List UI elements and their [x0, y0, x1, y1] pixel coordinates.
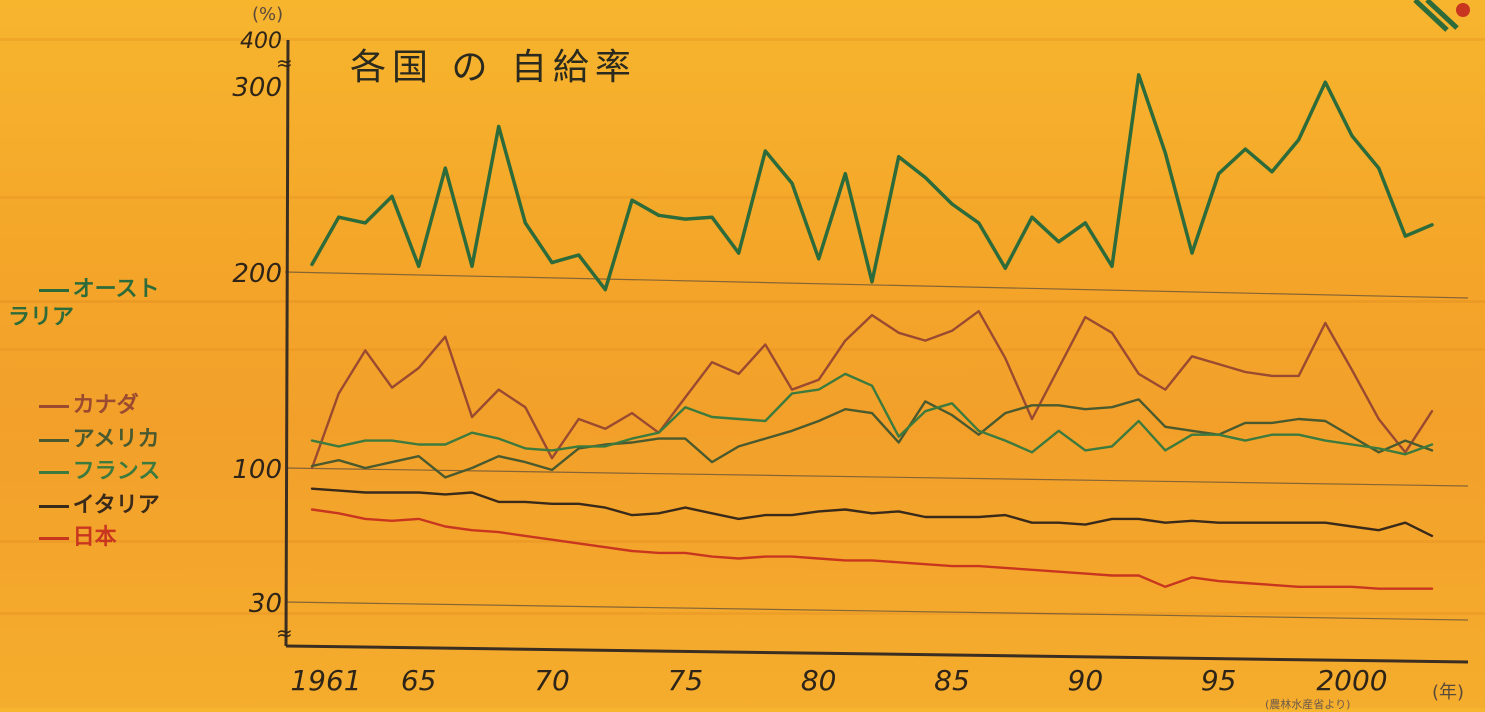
- y-tick-label: 100: [232, 455, 282, 485]
- x-tick-label: 90: [1068, 664, 1104, 697]
- y-tick-label: 30: [249, 589, 282, 619]
- series-line-1: [312, 311, 1432, 468]
- y-tick-label: 200: [232, 259, 282, 289]
- x-axis: [286, 646, 1468, 662]
- legend-swatch: [39, 537, 69, 540]
- legend-item-japan: 日本: [8, 496, 117, 580]
- gridline-30: [285, 602, 1468, 620]
- y-tick-label: 300: [232, 73, 282, 103]
- axis-break-mark: ≈: [276, 51, 293, 75]
- series-line-4: [312, 489, 1432, 536]
- legend-label: 日本: [73, 525, 117, 550]
- series-line-0: [312, 75, 1432, 290]
- axis-break-mark: ≈: [276, 621, 293, 645]
- legend-label: オースト ラリア: [8, 277, 160, 330]
- x-tick-label: 2000: [1316, 664, 1387, 697]
- series-line-2: [312, 399, 1432, 477]
- x-tick-label: 75: [668, 664, 704, 697]
- legend-item-australia: オースト ラリア: [8, 248, 160, 360]
- corner-mark-icon: [1405, 0, 1475, 50]
- x-tick-label: 65: [401, 664, 437, 697]
- y-axis: [286, 40, 288, 646]
- x-tick-label: 85: [934, 664, 970, 697]
- legend-swatch: [39, 289, 69, 292]
- x-tick-label: 1961: [290, 664, 361, 697]
- x-tick-label: 80: [801, 664, 837, 697]
- x-unit-label: (年): [1432, 678, 1464, 704]
- series-line-5: [312, 510, 1432, 589]
- x-tick-label: 95: [1201, 664, 1237, 697]
- x-tick-label: 70: [534, 664, 570, 697]
- gridline-200: [285, 272, 1468, 298]
- source-note: (農林水産省より): [1265, 696, 1350, 712]
